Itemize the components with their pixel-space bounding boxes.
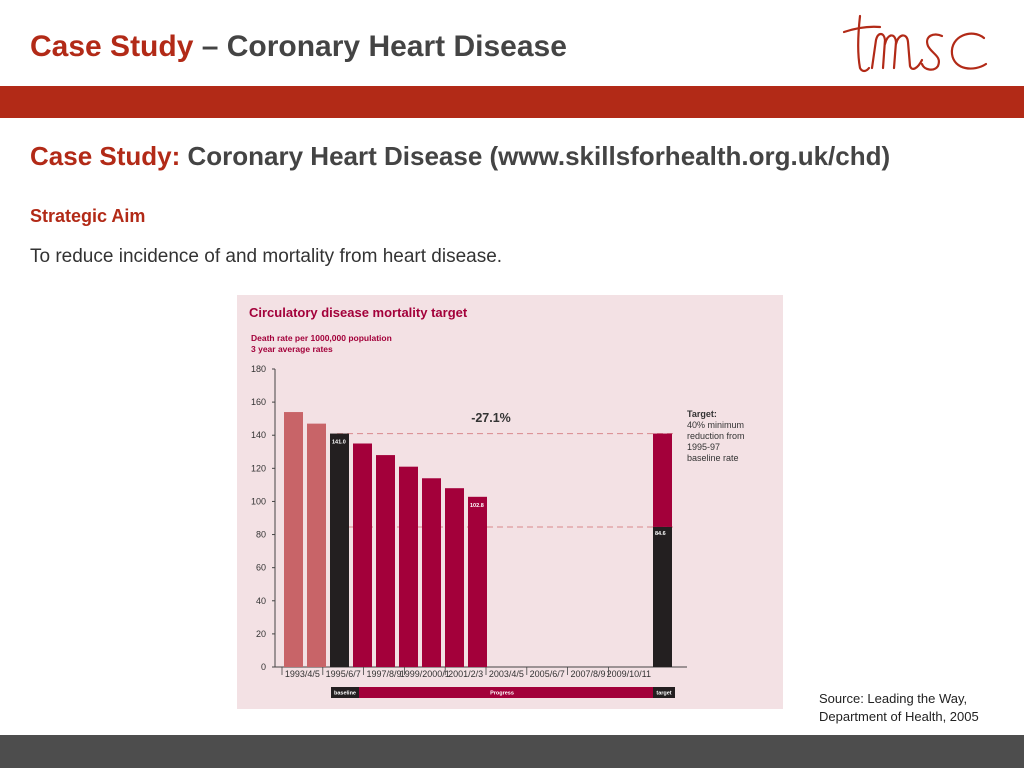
strategic-aim-text: To reduce incidence of and mortality fro… <box>30 246 503 267</box>
footer-bar <box>0 735 1024 768</box>
change-annotation: -27.1% <box>471 411 511 425</box>
bar <box>445 488 464 667</box>
phase-progress-label: Progress <box>490 691 514 697</box>
strategic-aim-heading: Strategic Aim <box>30 206 146 226</box>
target-note-line: 40% minimum <box>687 420 744 430</box>
target-note-line: baseline rate <box>687 453 739 463</box>
chart-ylabel-line-2: 3 year average rates <box>251 344 333 354</box>
subtitle-accent: Case Study: <box>30 141 181 171</box>
x-tick-label: 2001/2/3 <box>448 669 483 679</box>
phase-baseline <box>331 687 359 698</box>
page-title-rest: – Coronary Heart Disease <box>193 30 567 63</box>
chart-ylabel-line-1: Death rate per 1000,000 population <box>251 333 392 343</box>
bar <box>399 466 418 667</box>
y-tick-label: 20 <box>256 629 266 639</box>
target-bar <box>653 526 672 667</box>
chart-panel: Circulatory disease mortality target Deat… <box>237 295 783 709</box>
target-note-line: Target: <box>687 409 717 419</box>
bar <box>307 423 326 667</box>
y-tick-label: 40 <box>256 596 266 606</box>
x-tick-label: 1995/6/7 <box>326 669 361 679</box>
target-bar-reduction <box>653 433 672 527</box>
x-tick-label: 1993/4/5 <box>285 669 320 679</box>
phase-progress <box>359 687 653 698</box>
bar-value-label: 141.0 <box>332 440 346 446</box>
y-tick-label: 80 <box>256 530 266 540</box>
source-line-1: Source: Leading the Way, <box>819 691 968 706</box>
subtitle-rest: Coronary Heart Disease (www.skillsforhea… <box>180 141 891 171</box>
chart-title: Circulatory disease mortality target <box>249 305 468 320</box>
y-tick-label: 160 <box>251 397 266 407</box>
page-title-accent: Case Study <box>30 30 194 63</box>
header-band <box>0 86 1024 118</box>
phase-baseline-label: baseline <box>334 691 356 697</box>
target-note-line: 1995-97 <box>687 442 720 452</box>
x-tick-label: 1997/8/9 <box>366 669 401 679</box>
bar <box>468 496 487 667</box>
tmsc-logo <box>842 14 988 73</box>
target-value-label: 84.6 <box>655 531 666 537</box>
bar-value-label: 102.8 <box>470 503 484 509</box>
y-tick-label: 180 <box>251 364 266 374</box>
bar <box>376 455 395 667</box>
y-tick-label: 0 <box>261 662 266 672</box>
phase-target-label: target <box>656 691 671 697</box>
bar <box>330 433 349 667</box>
y-tick-label: 140 <box>251 430 266 440</box>
mortality-chart: Circulatory disease mortality target Deat… <box>249 305 745 698</box>
x-tick-label: 2009/10/11 <box>607 669 651 679</box>
target-note-line: reduction from <box>687 431 745 441</box>
bar <box>284 412 303 667</box>
x-tick-label: 2003/4/5 <box>489 669 524 679</box>
phase-target <box>653 687 675 698</box>
bar <box>353 443 372 667</box>
page-title: Case Study – Coronary Heart Disease <box>30 30 567 64</box>
source-note: Source: Leading the Way, Department of H… <box>819 690 979 726</box>
bar <box>422 478 441 667</box>
x-tick-label: 1999/2000/1 <box>400 669 450 679</box>
y-tick-label: 120 <box>251 463 266 473</box>
y-tick-label: 100 <box>251 496 266 506</box>
slide-subtitle: Case Study: Coronary Heart Disease (www.… <box>30 141 890 172</box>
x-tick-label: 2007/8/9 <box>570 669 605 679</box>
source-line-2: Department of Health, 2005 <box>819 709 979 724</box>
x-tick-label: 2005/6/7 <box>530 669 565 679</box>
y-tick-label: 60 <box>256 563 266 573</box>
